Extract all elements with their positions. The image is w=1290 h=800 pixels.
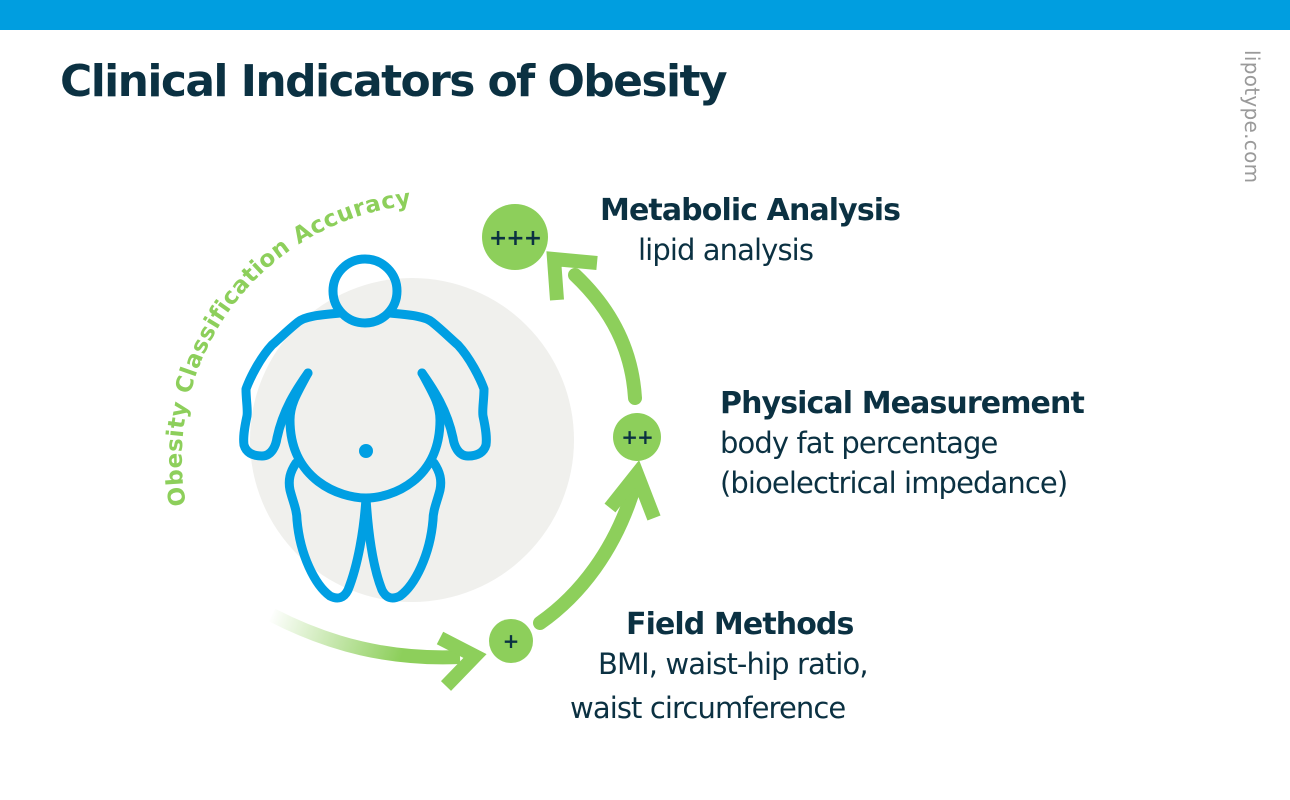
badge-plus-3: +++ (482, 204, 548, 270)
level-physical-measurement: Physical Measurement body fat percentage… (720, 386, 1085, 504)
arrow-to-physical-measurement (533, 460, 661, 630)
backdrop-circle (250, 278, 574, 602)
level-metabolic-analysis: Metabolic Analysis lipid analysis (600, 193, 901, 271)
level-description: lipid analysis (638, 233, 814, 267)
level-field-methods: Field Methods BMI, waist-hip ratio, wais… (570, 607, 869, 729)
badge-plus-1: + (489, 619, 533, 663)
svg-text:+++: +++ (489, 226, 541, 251)
top-accent-bar (0, 0, 1290, 30)
level-description-line-1: body fat percentage (720, 426, 998, 460)
page-title: Clinical Indicators of Obesity (60, 56, 728, 107)
svg-text:++: ++ (621, 425, 653, 449)
arrow-to-metabolic-analysis (546, 251, 642, 405)
badge-plus-2: ++ (613, 413, 661, 461)
svg-text:+: + (503, 629, 520, 653)
arrow-to-field-methods (268, 608, 487, 691)
navel-dot (359, 444, 373, 458)
level-heading: Physical Measurement (720, 386, 1085, 421)
level-heading: Metabolic Analysis (600, 193, 901, 228)
level-description-line-1: BMI, waist-hip ratio, (598, 647, 869, 681)
level-description-line-2: waist circumference (570, 691, 846, 725)
level-heading: Field Methods (626, 607, 854, 642)
obese-person-icon (239, 254, 491, 603)
level-description-line-2: (bioelectrical impedance) (720, 466, 1068, 500)
